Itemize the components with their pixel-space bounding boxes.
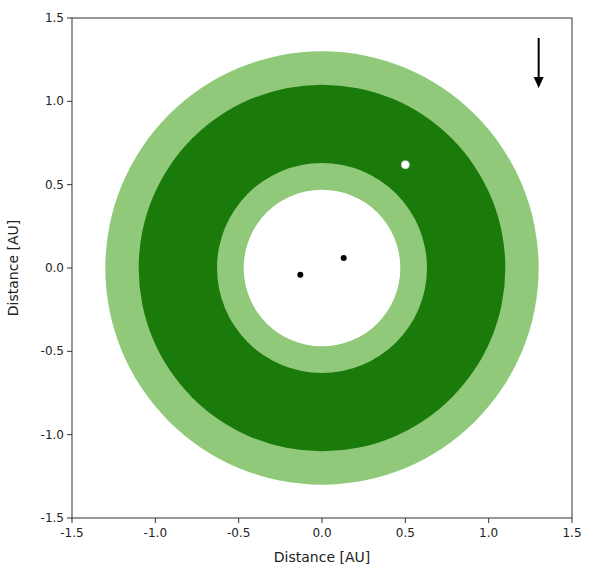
y-tick xyxy=(67,18,72,19)
chart: -1.5 -1.0 -0.5 0.0 0.5 1.0 1.5 -1.5 -1.0 -0.5 0.0 0… xyxy=(0,0,600,583)
arrow xyxy=(534,38,544,88)
plot-frame xyxy=(72,18,572,518)
zone xyxy=(139,85,506,452)
x-tick xyxy=(405,518,406,523)
x-tick-label: 0.5 xyxy=(396,526,415,540)
x-tick-label: 1.5 xyxy=(562,526,581,540)
x-tick-label: -0.5 xyxy=(227,526,250,540)
x-tick xyxy=(238,518,239,523)
x-tick-label: -1.5 xyxy=(60,526,83,540)
star xyxy=(297,272,303,278)
y-tick xyxy=(67,184,72,185)
zone xyxy=(105,51,538,484)
y-tick-label: -0.5 xyxy=(41,344,64,358)
y-tick-label: 0.0 xyxy=(45,261,64,275)
y-tick xyxy=(67,101,72,102)
x-tick xyxy=(322,518,323,523)
y-tick-label: -1.5 xyxy=(41,511,64,525)
y-tick-label: 1.5 xyxy=(45,11,64,25)
y-tick-label: 1.0 xyxy=(45,94,64,108)
planet xyxy=(401,161,409,169)
zone xyxy=(244,190,401,347)
x-axis-label: Distance [AU] xyxy=(274,549,370,565)
x-tick xyxy=(488,518,489,523)
arrow-shaft xyxy=(538,38,540,77)
arrow-head xyxy=(534,77,544,88)
y-tick xyxy=(67,434,72,435)
x-tick xyxy=(572,518,573,523)
x-tick-label: 1.0 xyxy=(479,526,498,540)
x-tick xyxy=(72,518,73,523)
y-tick-label: 0.5 xyxy=(45,178,64,192)
x-tick xyxy=(155,518,156,523)
y-axis-label: Distance [AU] xyxy=(5,220,21,316)
x-tick-label: -1.0 xyxy=(144,526,167,540)
plot-area xyxy=(105,38,543,485)
x-tick-label: 0.0 xyxy=(312,526,331,540)
y-tick xyxy=(67,518,72,519)
zone xyxy=(217,163,427,373)
y-tick-label: -1.0 xyxy=(41,428,64,442)
y-tick xyxy=(67,268,72,269)
y-tick xyxy=(67,351,72,352)
star xyxy=(341,255,347,261)
